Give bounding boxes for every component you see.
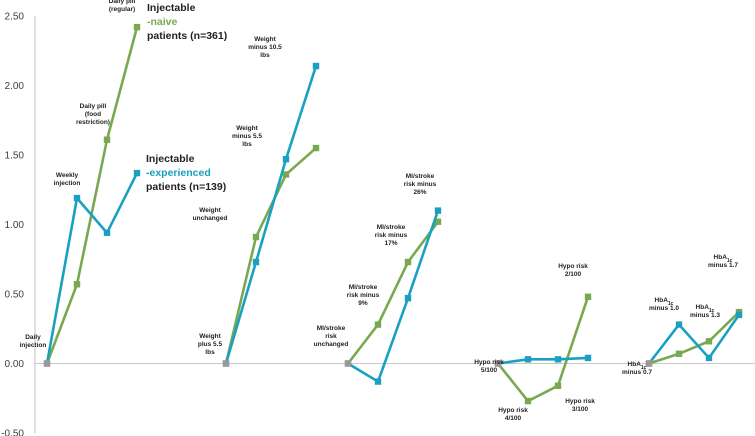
data-point-experienced: [434, 207, 442, 214]
legend: Injectable -naive patients (n=361) Injectab…: [146, 2, 227, 193]
point-annotation: MI/stroke risk minus 17%: [375, 224, 408, 247]
series-line-naive: [648, 311, 740, 365]
series-layer: [43, 23, 743, 405]
series-line-naive: [496, 296, 590, 403]
point-annotation: Hypo risk 4/100: [498, 407, 528, 422]
data-point-naive: [554, 382, 562, 389]
data-point-naive: [103, 136, 111, 143]
data-point-naive: [282, 171, 290, 178]
data-point-experienced: [43, 360, 51, 367]
data-point-experienced: [404, 294, 412, 302]
point-annotation: HbA1c minus 0.7: [622, 361, 652, 376]
data-point-naive: [252, 233, 260, 241]
data-point-experienced: [645, 360, 653, 367]
data-point-experienced: [133, 169, 141, 177]
data-point-experienced: [252, 258, 260, 266]
data-point-naive: [374, 321, 382, 328]
point-annotation: HbA1c minus 1.0: [649, 297, 679, 312]
data-point-experienced: [554, 356, 562, 363]
y-tick-label: -0.50: [1, 429, 24, 436]
legend-label-experienced: Injectable -experienced patients (n=139): [146, 153, 226, 193]
point-annotation: MI/stroke risk minus 9%: [347, 284, 380, 307]
data-point-naive: [705, 338, 713, 345]
series-line-experienced: [347, 210, 440, 383]
data-point-naive: [404, 258, 412, 266]
series-line-experienced: [647, 314, 741, 365]
point-annotation: Weight plus 5.5 lbs: [198, 333, 223, 356]
point-annotation: HbA1c minus 1.3: [690, 304, 720, 319]
data-point-experienced: [675, 321, 683, 328]
data-point-experienced: [222, 360, 230, 367]
data-point-experienced: [374, 378, 382, 385]
series-line-experienced: [45, 172, 139, 364]
y-tick-label: 1.50: [5, 151, 25, 162]
point-annotation: MI/stroke risk unchanged: [314, 325, 349, 348]
data-point-naive: [584, 293, 592, 300]
point-annotation: MI/stroke risk minus 26%: [404, 173, 437, 196]
data-point-experienced: [312, 62, 320, 70]
data-point-experienced: [73, 194, 81, 202]
y-tick-label: 2.50: [5, 12, 25, 23]
series-line-experienced: [497, 356, 589, 365]
point-annotation: Daily pill (food restriction): [76, 103, 110, 126]
point-annotation: Weight minus 10.5 lbs: [248, 36, 282, 59]
series-line-naive: [346, 220, 440, 365]
annotation-layer: Daily injection Weekly injection Daily pill(…: [20, 0, 739, 422]
legend-label-naive: Injectable -naive patients (n=361): [147, 2, 227, 42]
point-annotation: Weight minus 5.5 lbs: [232, 125, 262, 148]
data-point-naive: [524, 397, 532, 405]
y-axis: 2.50 2.00 1.50 1.00 0.50 0.00 -0.50: [1, 12, 755, 436]
point-annotation: HbA1c minus 1.7: [708, 254, 738, 269]
data-point-naive: [434, 218, 442, 225]
series-line-naive: [224, 147, 317, 364]
data-point-naive: [675, 350, 683, 357]
data-point-experienced: [584, 354, 592, 362]
data-point-experienced: [282, 155, 290, 163]
point-annotation: Daily pill (regular): [109, 0, 136, 13]
data-point-naive: [312, 144, 320, 152]
point-annotation: Daily injection: [20, 334, 47, 349]
data-point-experienced: [705, 354, 713, 362]
point-annotation: Hypo risk 5/100: [474, 359, 504, 374]
data-point-experienced: [494, 360, 502, 367]
point-annotation: Weekly injection: [54, 172, 81, 187]
y-tick-label: 0.00: [5, 359, 25, 370]
series-line-experienced: [224, 65, 318, 364]
y-tick-label: 2.00: [5, 81, 25, 92]
data-point-experienced: [735, 311, 743, 319]
y-tick-label: 1.00: [5, 220, 25, 231]
y-tick-label: 0.50: [5, 290, 25, 301]
data-point-naive: [73, 281, 81, 288]
data-point-experienced: [524, 356, 532, 363]
data-point-experienced: [103, 229, 111, 237]
point-annotation: Weight unchanged: [193, 207, 228, 222]
data-point-naive: [133, 23, 141, 31]
data-point-experienced: [344, 360, 352, 367]
point-annotation: Hypo risk 3/100: [565, 398, 595, 413]
point-annotation: Hypo risk 2/100: [558, 263, 588, 278]
series-line-naive: [45, 26, 139, 364]
